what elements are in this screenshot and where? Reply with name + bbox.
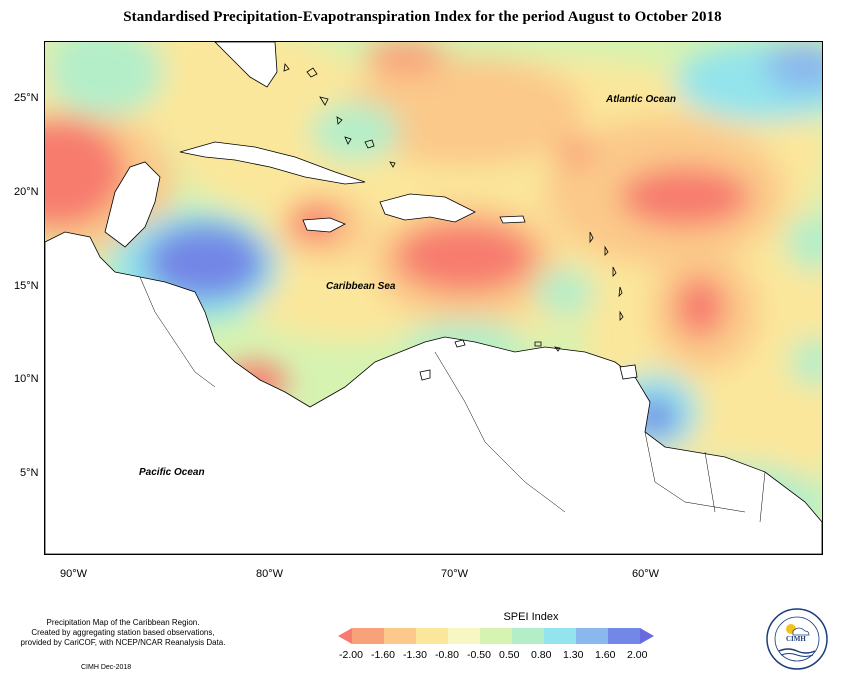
- cuba-land: [179, 141, 366, 185]
- spei-map: [44, 41, 823, 555]
- credits-line: Precipitation Map of the Caribbean Regio…: [46, 618, 200, 627]
- puerto-rico-land: [499, 215, 526, 224]
- legend-tick-label: -0.50: [467, 649, 491, 661]
- lat-label: 15°N: [14, 280, 39, 292]
- legend-tick-label: 0.80: [531, 649, 552, 661]
- landmass-layer: [45, 42, 822, 554]
- legend-tick-label: -0.80: [435, 649, 459, 661]
- credits-line: provided by CariCOF, with NCEP/NCAR Rean…: [20, 638, 226, 647]
- lon-label: 80°W: [256, 568, 284, 580]
- lon-label: 60°W: [632, 568, 660, 580]
- legend-swatch: [640, 628, 654, 644]
- credits-line: Created by aggregating station based obs…: [31, 628, 215, 637]
- legend-swatch: [544, 628, 577, 644]
- ocean-label-caribbean: Caribbean Sea: [326, 281, 396, 292]
- credits-block: Precipitation Map of the Caribbean Regio…: [18, 618, 228, 648]
- spei-map-canvas: [45, 42, 822, 554]
- lat-label: 5°N: [20, 467, 39, 479]
- legend-swatch: [352, 628, 385, 644]
- legend-swatch: [384, 628, 417, 644]
- legend-swatch: [416, 628, 449, 644]
- legend-tick-label: -1.60: [371, 649, 395, 661]
- legend-swatch: [576, 628, 609, 644]
- map-title: Standardised Precipitation-Evapotranspir…: [123, 9, 722, 25]
- south-central-america-land: [45, 231, 822, 554]
- legend-swatch: [608, 628, 641, 644]
- ocean-label-atlantic: Atlantic Ocean: [606, 94, 677, 105]
- legend-tick-label: 0.50: [499, 649, 520, 661]
- trinidad-land: [619, 364, 638, 380]
- legend-tick-label: -1.30: [403, 649, 427, 661]
- lon-label: 70°W: [441, 568, 469, 580]
- florida-land: [214, 42, 278, 88]
- lat-label: 25°N: [14, 92, 39, 104]
- legend-tick-label: 2.00: [627, 649, 648, 661]
- legend-tick-label: 1.60: [595, 649, 616, 661]
- ocean-label-pacific: Pacific Ocean: [139, 467, 205, 478]
- country-borders: [139, 276, 766, 523]
- lon-label: 90°W: [60, 568, 88, 580]
- lat-label: 10°N: [14, 373, 39, 385]
- jamaica-land: [302, 217, 346, 233]
- island-outlines: [283, 63, 624, 381]
- legend-tick-label: 1.30: [563, 649, 584, 661]
- legend-colorbar: [338, 628, 654, 644]
- legend-swatch: [512, 628, 545, 644]
- legend-swatch: [338, 628, 352, 644]
- hispaniola-land: [379, 193, 476, 223]
- logo-text: CIMH: [786, 635, 806, 643]
- legend-tick-label: -2.00: [339, 649, 363, 661]
- credits-footer: CIMH Dec-2018: [81, 664, 132, 671]
- yucatan-land: [104, 161, 161, 248]
- legend-swatch: [480, 628, 513, 644]
- legend-swatch: [448, 628, 481, 644]
- cimh-logo-icon: [766, 608, 828, 670]
- lat-label: 20°N: [14, 186, 39, 198]
- legend-title: SPEI Index: [503, 611, 559, 623]
